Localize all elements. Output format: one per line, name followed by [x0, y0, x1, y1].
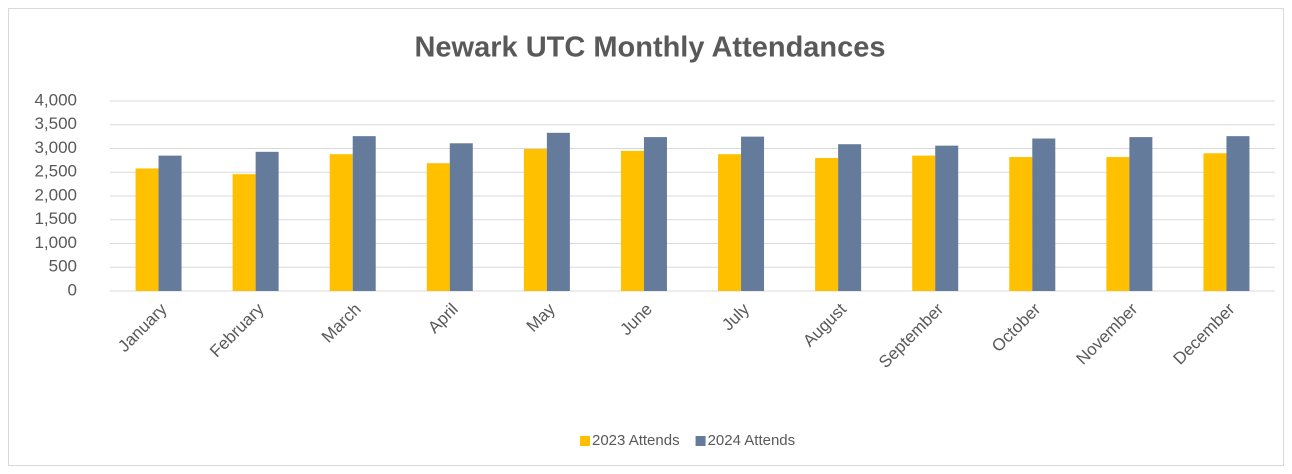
legend-swatch	[695, 436, 706, 446]
y-tick-label: 2,000	[34, 185, 77, 204]
bar	[158, 155, 182, 291]
bar	[718, 154, 742, 291]
bar	[838, 144, 862, 291]
bar	[523, 148, 547, 291]
y-tick-label: 2,500	[34, 162, 77, 181]
bar	[815, 158, 839, 291]
chart-title: Newark UTC Monthly Attendances	[414, 32, 885, 64]
y-tick-label: 1,500	[34, 209, 77, 228]
bar	[1106, 157, 1130, 291]
legend-label: 2024 Attends	[708, 432, 796, 449]
bar	[426, 163, 450, 291]
bar	[329, 154, 353, 291]
bar	[232, 174, 256, 291]
bar	[912, 155, 936, 291]
bar	[546, 132, 570, 291]
y-tick-label: 0	[68, 280, 77, 299]
y-tick-label: 3,500	[34, 114, 77, 133]
bar	[741, 136, 765, 291]
legend-label: 2023 Attends	[592, 432, 680, 449]
bar	[352, 136, 376, 291]
bar	[620, 150, 644, 291]
legend-swatch	[580, 436, 590, 446]
bar	[1226, 136, 1250, 291]
y-tick-label: 4,000	[34, 90, 77, 109]
y-tick-label: 500	[49, 257, 77, 276]
bar	[255, 151, 279, 291]
y-tick-label: 1,000	[34, 233, 77, 252]
bar	[449, 143, 473, 291]
bar	[643, 137, 667, 291]
bar	[1032, 138, 1056, 291]
y-tick-label: 3,000	[34, 138, 77, 157]
bar	[935, 145, 959, 291]
bar	[1009, 157, 1033, 291]
bar	[135, 168, 159, 291]
bar	[1129, 137, 1153, 291]
bar	[1203, 153, 1227, 291]
